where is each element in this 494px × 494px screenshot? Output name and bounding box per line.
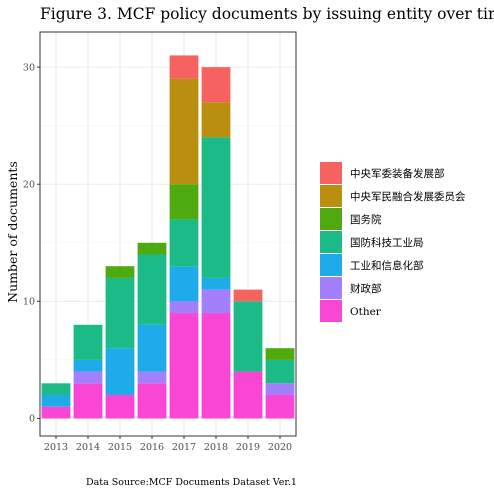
x-tick-label: 2019 [236,442,260,453]
bar-segment [201,313,231,419]
bar-segment [169,219,199,267]
bar-segment [41,395,71,407]
legend-key [320,208,342,230]
bar-segment [137,242,167,255]
bar-segment [233,301,263,372]
legend: 中央军委装备发展部中央军民融合发展委员会国务院国防科技工业局工业和信息化部财政部… [320,162,466,322]
bar-segment [73,371,103,384]
legend-key [320,254,342,276]
x-tick-label: 2017 [172,442,196,453]
x-tick-label: 2015 [108,442,132,453]
bar-segment [265,359,295,384]
legend-key [320,231,342,253]
legend-key [320,162,342,184]
bar-segment [265,395,295,419]
x-tick-label: 2016 [140,442,164,453]
x-tick-label: 2020 [268,442,292,453]
bar-segment [41,406,71,419]
bar-segment [169,55,199,79]
legend-label: 工业和信息化部 [350,259,424,272]
bar-segment [169,301,199,314]
y-tick-label: 20 [23,180,35,191]
bar-segment [137,371,167,384]
bar-segment [105,277,135,349]
legend-label: 中央军委装备发展部 [350,167,445,180]
bar-segment [137,254,167,325]
bar-segment [201,277,231,290]
bar-segment [41,383,71,396]
bar-segment [201,137,231,278]
bar-segment [105,266,135,278]
bar-segment [201,102,231,138]
x-tick-label: 2018 [204,442,228,453]
bar-segment [169,78,199,185]
bar-segment [201,67,231,103]
bar-segment [265,383,295,396]
bar-segment [265,348,295,360]
legend-label: Other [350,306,382,318]
bar-segment [233,289,263,302]
data-source-caption: Data Source:MCF Documents Dataset Ver.1 [86,477,297,488]
bar-segment [73,383,103,419]
bar-segment [137,324,167,372]
x-tick-label: 2013 [44,442,68,453]
bar-segment [73,324,103,360]
legend-key [320,300,342,322]
chart-title: Figure 3. MCF policy documents by issuin… [40,5,494,23]
bar-segment [233,371,263,419]
bar-segment [169,184,199,220]
legend-label: 国务院 [350,213,382,226]
y-tick-label: 10 [23,297,35,308]
legend-label: 国防科技工业局 [350,236,424,249]
bar-segment [201,289,231,314]
bar-segment [105,395,135,419]
legend-key [320,277,342,299]
legend-label: 中央军民融合发展委员会 [350,190,466,203]
bar-segment [73,359,103,372]
legend-key [320,185,342,207]
y-tick-label: 30 [23,62,35,73]
bar-segment [169,266,199,302]
y-axis-label: Number of documents [5,161,20,303]
y-tick-label: 0 [29,414,35,425]
bar-segment [169,313,199,419]
bar-segment [105,348,135,396]
panel-border [39,31,297,437]
bar-segment [137,383,167,419]
legend-label: 财政部 [350,282,382,295]
x-tick-label: 2014 [76,442,100,453]
